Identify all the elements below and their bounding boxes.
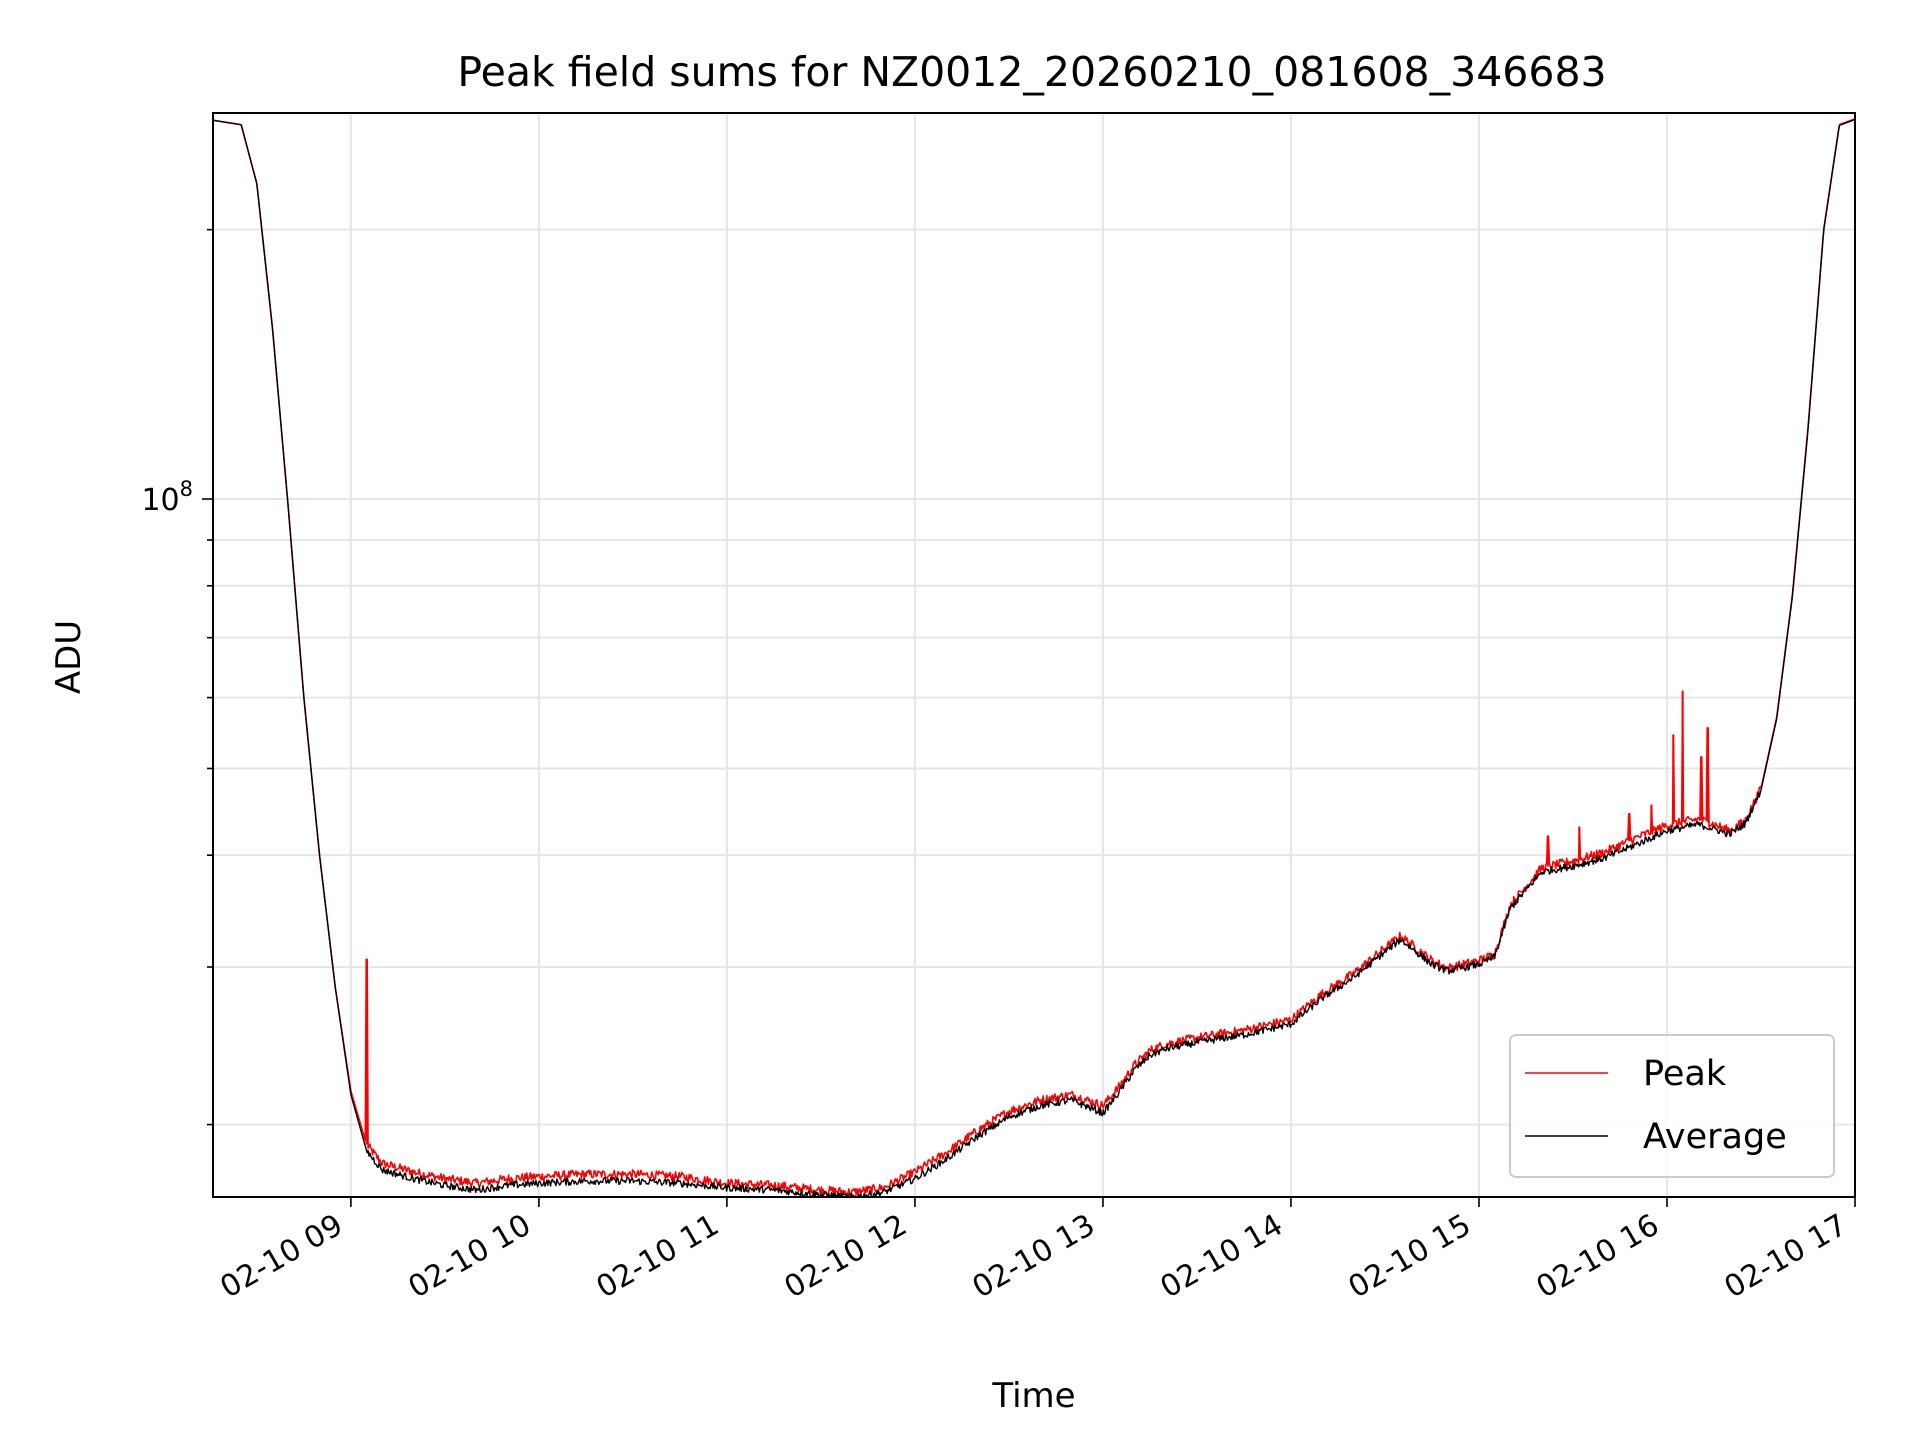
chart-title: Peak field sums for NZ0012_20260210_0816… — [457, 48, 1606, 96]
series-group — [212, 118, 1856, 1198]
series-line-peak — [212, 118, 1856, 1197]
legend-label-peak: Peak — [1643, 1054, 1727, 1094]
series-line-average — [212, 118, 1856, 1198]
legend-label-average: Average — [1643, 1117, 1787, 1157]
y-tick-label-exponent: 8 — [180, 477, 193, 501]
x-axis-label: Time — [991, 1376, 1075, 1416]
legend-box — [1509, 1034, 1835, 1178]
y-axis-label: ADU — [49, 620, 89, 694]
plot-area-frame — [212, 112, 1856, 1198]
legend: Peak Average — [1509, 1034, 1835, 1178]
